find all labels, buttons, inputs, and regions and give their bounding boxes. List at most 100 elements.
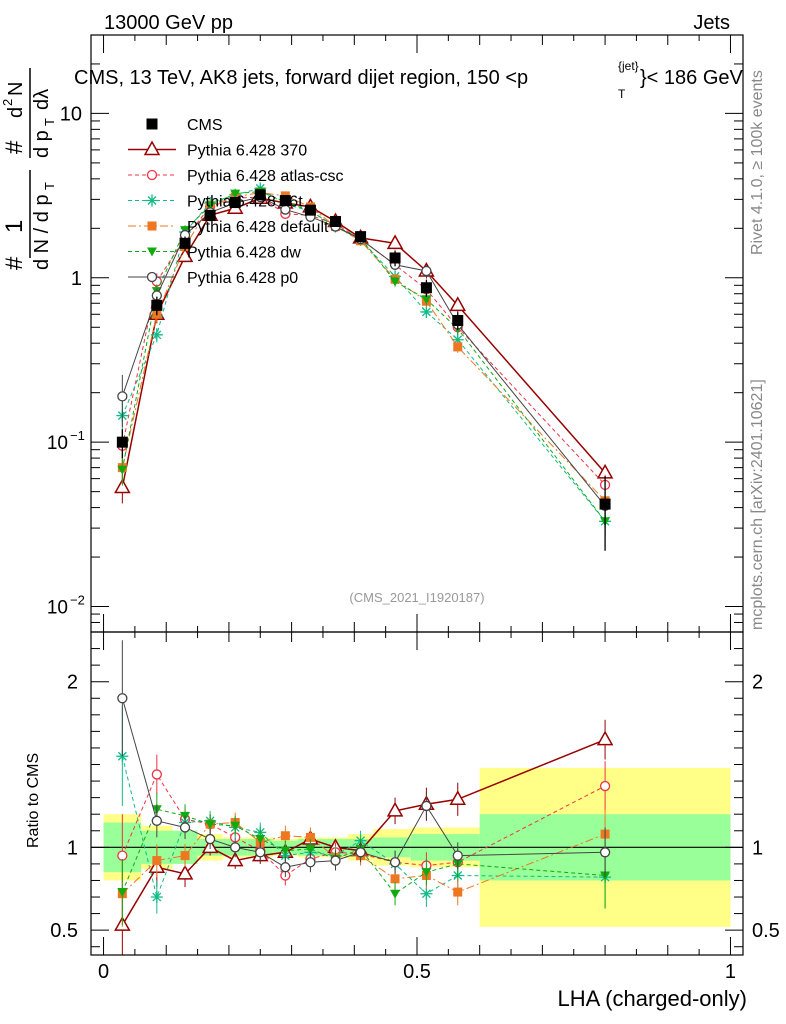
series-point-pythia-6-428-p0 [117, 391, 128, 402]
ratio-point-pythia-6-428-default [390, 874, 400, 884]
legend-marker [146, 271, 158, 283]
cms-data-point [151, 299, 163, 311]
series-point-pythia-6-428-dw [117, 465, 128, 475]
svg-text:}< 186 GeV: }< 186 GeV [640, 67, 744, 89]
y-tick-label-ratio-right: 2 [752, 672, 763, 694]
ratio-line-pythia-6-428-default [121, 821, 606, 895]
legend-marker [147, 247, 157, 257]
series-point-pythia-6-428-dw [230, 189, 241, 199]
legend-marker [146, 169, 158, 181]
svg-text:1: 1 [1, 220, 28, 233]
cms-data-point [389, 252, 401, 264]
y-tick-label-top: 10 [47, 433, 68, 454]
series-point-pythia-6-428-d6t [451, 333, 464, 346]
svg-text:dλ: dλ [31, 89, 53, 110]
cms-data-point [204, 209, 216, 221]
header-energy: 13000 GeV pp [104, 12, 233, 34]
legend-label: Pythia 6.428 p0 [187, 270, 298, 287]
y-tick-label-top: 10 [60, 103, 82, 125]
ratio-point-pythia-6-428-p0 [179, 822, 191, 833]
y-tick-label-top-exponent: −1 [70, 428, 85, 443]
legend-label: Pythia 6.428 370 [187, 143, 307, 160]
ratio-point-pythia-6-428-default [180, 851, 190, 861]
ratio-point-pythia-6-428-d6t [116, 750, 129, 763]
ratio-line-pythia-6-428-d6t [121, 756, 606, 899]
ratio-point-pythia-6-428-default [305, 832, 315, 842]
series-line-pythia-6-428-dw [121, 190, 606, 522]
ratio-line-pythia-6-428-dw [121, 808, 606, 895]
header-process: Jets [693, 12, 730, 34]
ratio-point-pythia-6-428-dw [230, 821, 241, 831]
ratio-point-pythia-6-428-dw [305, 844, 316, 854]
y-tick-label-ratio-right: 0.5 [752, 920, 780, 942]
cms-data-point [116, 436, 128, 448]
y-axis-label-ratio: Ratio to CMS [25, 753, 42, 848]
legend-marker [147, 221, 157, 231]
y-tick-label-ratio-left: 0.5 [50, 920, 78, 942]
cms-data-point [452, 314, 464, 326]
series-point-pythia-6-428-default [453, 342, 463, 352]
ratio-point-pythia-6-428-p0 [151, 815, 162, 826]
ratio-point-pythia-6-428-default [453, 887, 463, 897]
series-point-pythia-6-428-dw [205, 201, 216, 211]
svg-text:d: d [5, 107, 27, 118]
cms-data-point [330, 216, 341, 228]
ratio-point-pythia-6-428-370 [226, 851, 244, 867]
y-tick-label-top: 10 [47, 598, 68, 619]
cms-data-point [420, 282, 432, 294]
ratio-point-pythia-6-428-atlas-csc [117, 850, 128, 861]
legend-label: Pythia 6.428 d6t [187, 194, 303, 211]
legend-marker [146, 118, 158, 130]
series-point-pythia-6-428-d6t [150, 328, 163, 341]
ratio-point-pythia-6-428-dw [117, 888, 128, 898]
ratio-point-pythia-6-428-p0 [255, 847, 266, 858]
legend-label: Pythia 6.428 default [187, 219, 329, 236]
ratio-line-pythia-6-428-atlas-csc [121, 773, 606, 877]
series-point-pythia-6-428-370 [449, 296, 467, 312]
ratio-point-pythia-6-428-default [152, 856, 162, 866]
legend: CMS Pythia 6.428 370 Pythia 6.428 atlas-cs… [128, 117, 344, 287]
svg-text:T: T [42, 118, 57, 126]
ratio-point-pythia-6-428-dw [390, 889, 401, 899]
ratio-point-pythia-6-428-p0 [421, 800, 432, 812]
ratio-point-pythia-6-428-d6t [150, 891, 163, 904]
ratio-point-pythia-6-428-p0 [599, 847, 611, 858]
series-point-pythia-6-428-p0 [421, 265, 432, 277]
ratio-point-pythia-6-428-d6t [420, 887, 433, 900]
y-tick-label-top-exponent: −2 [70, 593, 85, 608]
ratio-point-pythia-6-428-dw [255, 835, 266, 845]
ratio-point-pythia-6-428-p0 [230, 842, 241, 853]
series-line-pythia-6-428-default [121, 192, 606, 502]
analysis-watermark: (CMS_2021_I1920187) [349, 590, 484, 605]
ratio-point-pythia-6-428-370 [176, 864, 194, 880]
cms-data-point [179, 237, 191, 249]
cms-data-point [599, 498, 611, 510]
y-tick-label-ratio-left: 1 [67, 837, 78, 859]
svg-text:CMS, 13 TeV, AK8 jets, forward: CMS, 13 TeV, AK8 jets, forward dijet reg… [74, 67, 528, 89]
series-point-pythia-6-428-dw [421, 295, 432, 305]
ratio-point-pythia-6-428-atlas-csc [599, 780, 611, 792]
svg-text:d N / d p: d N / d p [31, 194, 53, 270]
ratio-point-pythia-6-428-p0 [280, 862, 291, 873]
series-point-pythia-6-428-dw [390, 277, 401, 287]
y-axis-label-top: # 1 d N / d p T # d 2 N d p T dλ [0, 68, 57, 270]
ratio-point-pythia-6-428-p0 [305, 857, 316, 868]
svg-text:T: T [618, 87, 626, 101]
mcplots-label: mcplots.cern.ch [arXiv:2401.10621] [749, 379, 766, 630]
ratio-point-pythia-6-428-p0 [330, 855, 341, 866]
ratio-point-pythia-6-428-370 [386, 801, 404, 817]
svg-text:d p: d p [31, 130, 53, 158]
cms-data-point [304, 204, 316, 216]
ratio-point-pythia-6-428-p0 [389, 857, 401, 868]
y-tick-label-ratio-left: 2 [67, 672, 78, 694]
series-line-pythia-6-428-p0 [121, 196, 606, 507]
svg-text:T: T [42, 182, 57, 190]
ratio-point-pythia-6-428-dw [205, 820, 216, 830]
svg-text:#: # [1, 140, 28, 154]
ratio-point-pythia-6-428-p0 [355, 847, 366, 858]
x-axis-label: LHA (charged-only) [557, 986, 747, 1011]
x-tick-label: 0 [98, 961, 109, 983]
ratio-point-pythia-6-428-dw [421, 868, 432, 878]
ratio-point-pythia-6-428-370 [596, 730, 614, 746]
